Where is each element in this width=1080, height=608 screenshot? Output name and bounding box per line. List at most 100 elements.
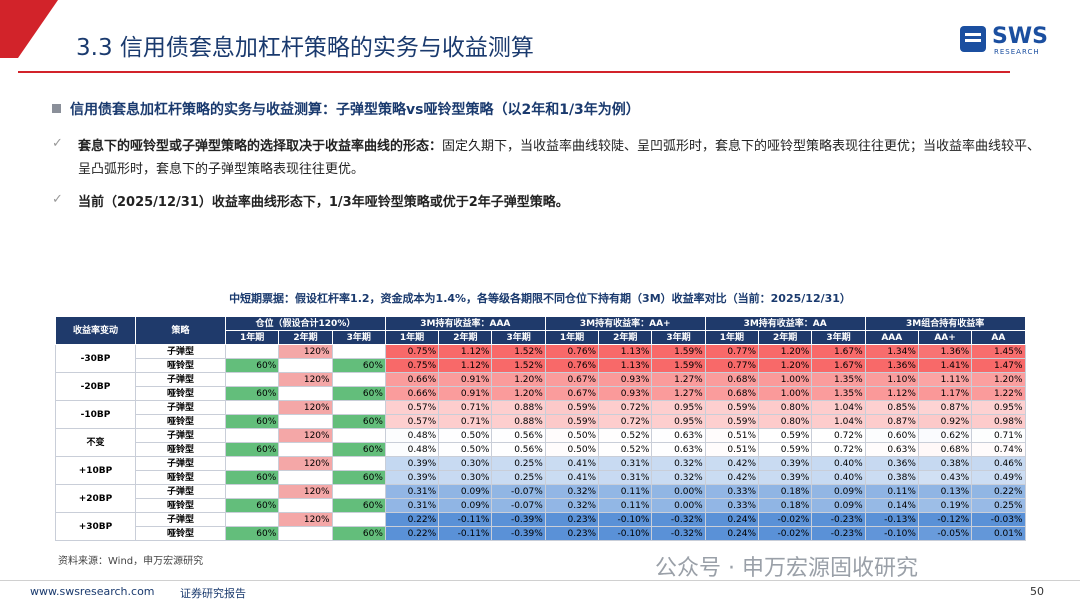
position-cell — [224, 428, 280, 443]
position-cell — [331, 512, 386, 527]
return-cell: 0.41% — [544, 456, 600, 471]
return-cell: 0.48% — [384, 442, 440, 457]
return-cell: 0.56% — [491, 428, 546, 443]
data-row: 哑铃型 60% 60% 0.48% 0.50% 0.56% 0.50% 0.52% 0.63% 0… — [56, 442, 1026, 457]
header-cell: 2年期 — [438, 330, 493, 345]
header-cell: 1年期 — [224, 330, 280, 345]
header-cell: 2年期 — [278, 330, 333, 345]
position-cell — [278, 498, 333, 513]
return-cell: 0.25% — [971, 498, 1026, 513]
header-graphics — [0, 0, 1010, 73]
return-cell: 0.60% — [864, 428, 919, 443]
logo-text: SWS — [992, 24, 1048, 49]
return-cell: 1.67% — [811, 358, 866, 373]
return-cell: 0.62% — [917, 428, 973, 443]
return-cell: 1.27% — [651, 386, 706, 401]
return-cell: 1.36% — [864, 358, 919, 373]
header-cell: 1年期 — [384, 330, 440, 345]
slide-title: 3.3 信用债套息加杠杆策略的实务与收益测算 — [76, 35, 534, 61]
return-cell: 1.36% — [917, 344, 973, 359]
position-cell — [331, 456, 386, 471]
return-cell: 0.49% — [971, 470, 1026, 485]
position-cell — [224, 512, 280, 527]
return-cell: 0.68% — [917, 442, 973, 457]
return-cell: 0.68% — [704, 386, 760, 401]
return-cell: 1.20% — [758, 358, 813, 373]
bullet-text: 固定久期下，当收益率曲线较陡、呈凹弧形时，套息下的哑铃型策略表现往往更优；当收益… — [78, 139, 1041, 177]
return-cell: 0.41% — [544, 470, 600, 485]
return-cell: 0.66% — [384, 372, 440, 387]
return-cell: 1.22% — [971, 386, 1026, 401]
return-cell: 0.33% — [704, 484, 760, 499]
return-cell: 0.77% — [704, 344, 760, 359]
header-cell: 3M持有收益率：AA+ — [544, 316, 706, 331]
return-cell: 1.52% — [491, 344, 546, 359]
logo-stripe — [965, 33, 981, 36]
return-cell: 0.80% — [758, 414, 813, 429]
return-cell: 0.22% — [384, 526, 440, 541]
data-row: 哑铃型 60% 60% 0.22% -0.11% -0.39% 0.23% -0.10% -0.… — [56, 526, 1026, 541]
footer-label: 证券研究报告 — [180, 587, 246, 600]
return-cell: 1.13% — [598, 358, 653, 373]
return-cell: -0.10% — [598, 512, 653, 527]
position-cell — [224, 372, 280, 387]
check-icon: ✓ — [52, 192, 63, 207]
header-cell: 1年期 — [544, 330, 600, 345]
data-row: +30BP 子弹型 120% 0.22% -0.11% -0.39% 0.23% -0.10%… — [55, 512, 1026, 541]
position-cell: 60% — [331, 358, 386, 373]
return-cell: 0.30% — [438, 456, 493, 471]
return-cell: 0.14% — [864, 498, 919, 513]
position-cell: 120% — [278, 456, 333, 471]
return-cell: 0.50% — [544, 428, 600, 443]
return-cell: 1.35% — [811, 386, 866, 401]
return-cell: 0.24% — [704, 526, 760, 541]
return-cell: 0.42% — [704, 470, 760, 485]
return-cell: 0.95% — [651, 414, 706, 429]
return-cell: 1.20% — [491, 372, 546, 387]
header-cell: 3年期 — [491, 330, 546, 345]
return-cell: 0.32% — [544, 498, 600, 513]
return-cell: 0.59% — [758, 428, 813, 443]
position-cell: 120% — [278, 372, 333, 387]
return-cell: 0.31% — [384, 498, 440, 513]
return-cell: 0.75% — [384, 344, 440, 359]
header-cell: 3年期 — [651, 330, 706, 345]
return-cell: -0.32% — [651, 512, 706, 527]
position-cell — [278, 470, 333, 485]
return-cell: 1.12% — [438, 358, 493, 373]
return-cell: 0.09% — [811, 498, 866, 513]
return-cell: 1.52% — [491, 358, 546, 373]
strategy-cell: 子弹型 — [135, 512, 226, 527]
strategy-cell: 哑铃型 — [135, 526, 226, 541]
return-cell: 0.50% — [438, 442, 493, 457]
return-cell: 0.95% — [651, 400, 706, 415]
header-cell: 3M持有收益率：AA — [704, 316, 866, 331]
return-cell: 0.77% — [704, 358, 760, 373]
return-cell: 1.00% — [758, 386, 813, 401]
position-cell — [224, 456, 280, 471]
position-cell: 60% — [224, 498, 280, 513]
return-cell: -0.07% — [491, 498, 546, 513]
position-cell — [224, 344, 280, 359]
return-cell: 0.80% — [758, 400, 813, 415]
return-cell: 0.59% — [704, 414, 760, 429]
logo-subtext: RESEARCH — [994, 48, 1040, 56]
return-cell: -0.39% — [491, 512, 546, 527]
return-cell: 0.31% — [598, 470, 653, 485]
table-title: 中短期票据：假设杠杆率1.2，资金成本为1.4%，各等级各期限不同仓位下持有期（… — [229, 292, 851, 305]
return-cell: 0.24% — [704, 512, 760, 527]
return-cell: 0.57% — [384, 414, 440, 429]
return-cell: 0.01% — [971, 526, 1026, 541]
position-cell: 60% — [224, 414, 280, 429]
return-cell: 0.39% — [384, 470, 440, 485]
return-cell: 0.18% — [758, 498, 813, 513]
return-cell: 0.09% — [811, 484, 866, 499]
return-cell: -0.11% — [438, 512, 493, 527]
return-cell: 0.98% — [971, 414, 1026, 429]
return-cell: 0.95% — [971, 400, 1026, 415]
return-cell: 1.59% — [651, 344, 706, 359]
return-cell: 1.12% — [438, 344, 493, 359]
header-cell: 3M持有收益率：AAA — [384, 316, 546, 331]
return-cell: -0.11% — [438, 526, 493, 541]
strategy-cell: 子弹型 — [135, 428, 226, 443]
